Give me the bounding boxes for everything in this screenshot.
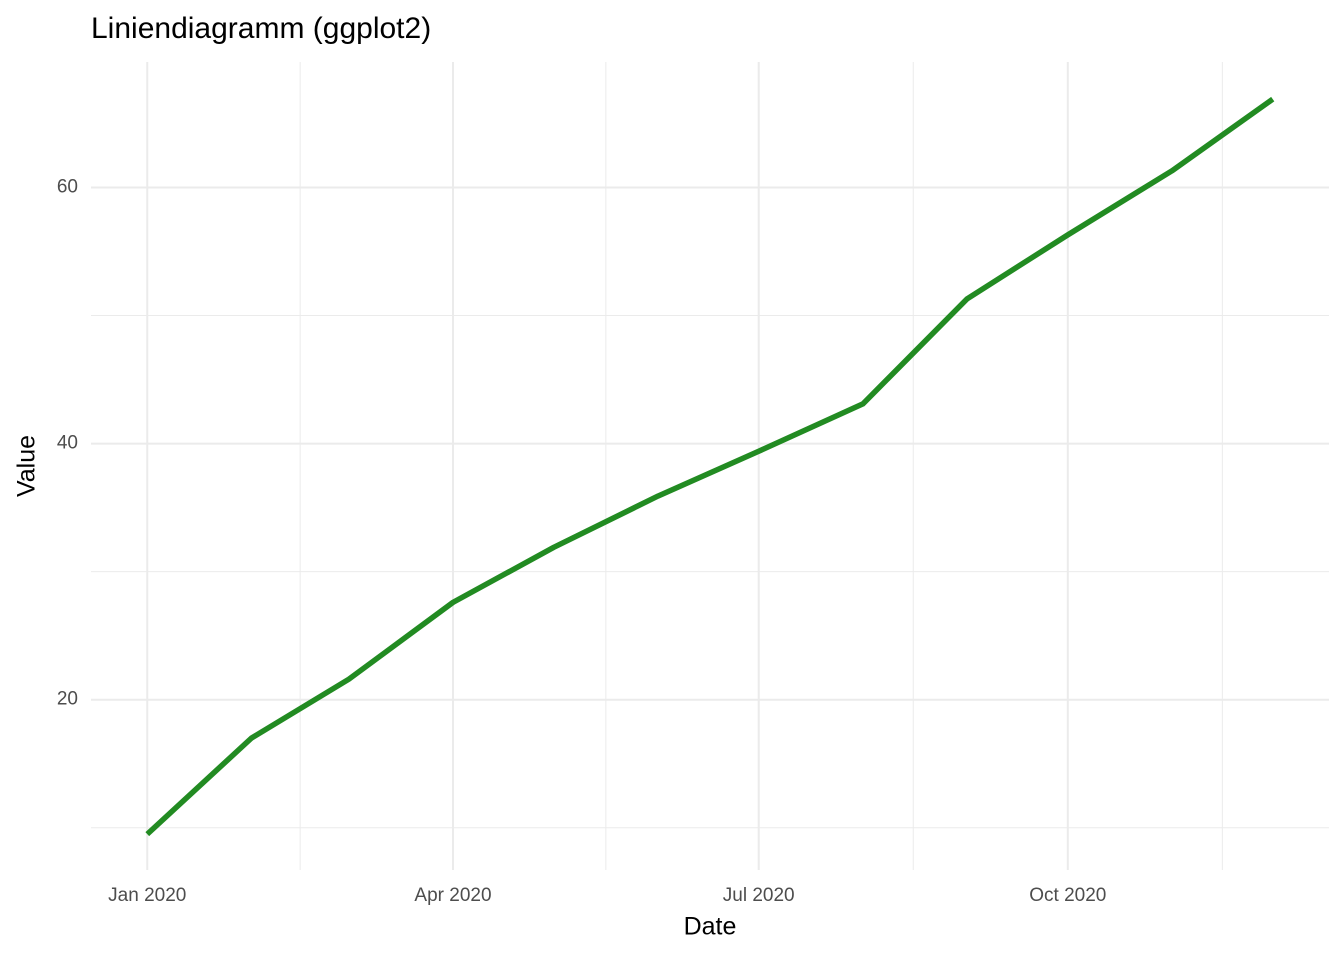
plot-area	[145, 96, 1275, 837]
y-tick-label: 20	[57, 689, 78, 710]
line	[145, 96, 1275, 837]
y-axis-title: Value	[13, 435, 41, 497]
x-tick-label: Apr 2020	[414, 885, 491, 906]
x-tick-label: Jan 2020	[108, 885, 186, 906]
x-tick-label: Oct 2020	[1029, 885, 1106, 906]
y-tick-label: 40	[57, 433, 78, 454]
x-tick-label: Jul 2020	[723, 885, 795, 906]
grid	[91, 62, 1329, 870]
chart-title: Liniendiagramm (ggplot2)	[91, 12, 431, 45]
y-tick-label: 60	[57, 177, 78, 198]
x-axis-title: Date	[684, 913, 737, 941]
